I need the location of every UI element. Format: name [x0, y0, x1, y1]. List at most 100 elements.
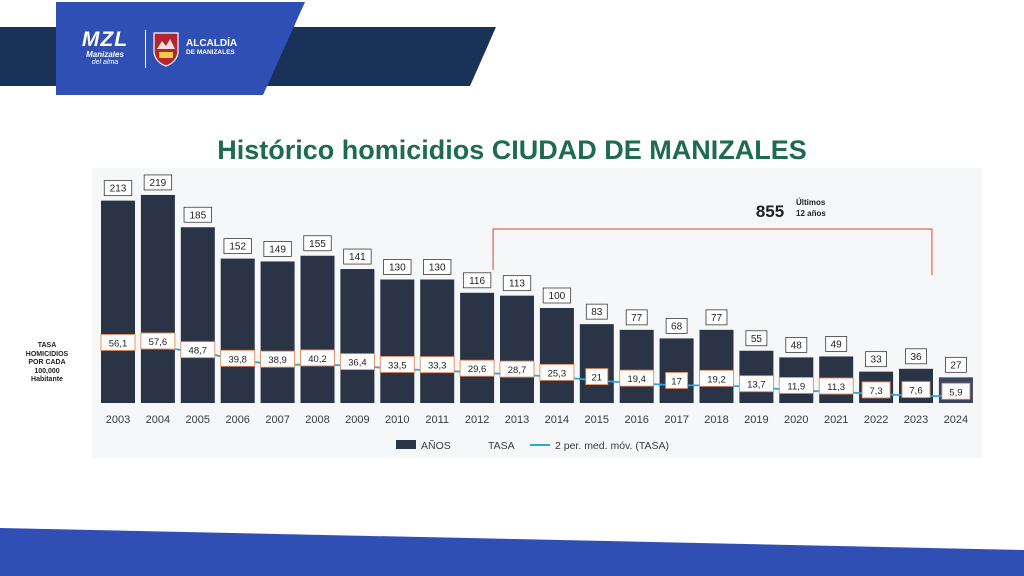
count-label-box [585, 303, 608, 320]
rate-label: 39,8 [228, 354, 247, 365]
count-label-box [303, 235, 332, 252]
mzl-logo-main: MZL [81, 28, 129, 51]
rate-label-box [699, 369, 734, 387]
x-tick-label: 2021 [824, 414, 848, 426]
count-label: 83 [591, 307, 603, 318]
count-label: 219 [150, 178, 167, 189]
footer-band [0, 528, 1024, 576]
rate-label: 33,3 [428, 361, 447, 372]
count-label-box [665, 317, 688, 334]
rate-label: 11,9 [787, 381, 805, 392]
count-label: 77 [631, 313, 643, 324]
count-label-box [745, 330, 768, 347]
rate-label-box [379, 355, 415, 373]
count-label: 77 [711, 313, 723, 324]
x-tick-label: 2009 [345, 414, 369, 426]
count-label-box [143, 174, 173, 191]
count-label: 27 [950, 360, 962, 371]
rate-label: 13,7 [747, 380, 766, 391]
legend-label: AÑOS [421, 439, 451, 452]
count-label: 48 [791, 340, 803, 351]
count-label-box [945, 356, 967, 373]
footer-blue-band [0, 528, 1024, 576]
annotation-text: 12 años [796, 209, 826, 218]
rate-label: 33,5 [388, 360, 407, 371]
rate-label-box [499, 360, 535, 378]
legend-label: TASA [488, 440, 515, 452]
x-tick-label: 2017 [664, 414, 688, 426]
rate-label-box [300, 349, 335, 367]
bar [699, 329, 734, 403]
count-label-box [383, 259, 412, 275]
x-tick-label: 2015 [585, 414, 609, 426]
rate-label: 56,1 [109, 338, 128, 349]
count-label: 130 [389, 263, 406, 274]
x-tick-label: 2013 [505, 414, 529, 426]
rate-label-box [260, 350, 296, 368]
annotation-bracket [492, 228, 933, 275]
x-tick-label: 2007 [265, 414, 289, 426]
bar [180, 227, 215, 403]
rate-label-box [941, 382, 971, 400]
rate-label: 7,3 [869, 386, 882, 397]
mzl-logo-tagline: del alma [91, 59, 119, 66]
legend: AÑOS TASA 2 per. med. móv. (TASA) [396, 439, 669, 452]
rate-label: 21 [592, 373, 603, 384]
slide-title: Histórico homicidios CIUDAD DE MANIZALES [217, 135, 807, 165]
rate-label: 19,4 [627, 374, 646, 385]
bar [539, 308, 574, 403]
count-label-box [625, 309, 648, 326]
count-label-box [785, 336, 808, 353]
header-banner [0, 2, 496, 95]
side-label-line: 100,000 [34, 367, 60, 375]
bar [260, 261, 295, 403]
count-label-box [865, 351, 887, 368]
rate-label: 11,3 [827, 382, 845, 393]
rate-label-box [901, 381, 931, 399]
rate-label: 5,9 [949, 387, 962, 398]
rate-label: 7,6 [909, 386, 922, 397]
rate-label-box [220, 349, 256, 367]
x-tick-label: 2022 [864, 414, 888, 426]
rate-label-box [778, 376, 814, 394]
count-label: 130 [429, 263, 446, 274]
count-label: 149 [269, 244, 286, 255]
x-tick-label: 2003 [106, 414, 130, 426]
side-label-line: TASA [37, 342, 57, 349]
rate-label-box [419, 356, 455, 374]
count-label-box [423, 259, 452, 275]
x-axis: 2003 2004 2005 2006 2007 2008 2009 2010 2011 2012… [106, 414, 968, 426]
rate-label: 57,6 [149, 337, 168, 348]
count-label-box [825, 336, 848, 352]
alcaldia-logo-text: ALCALDÍA DE MANIZALES [186, 38, 237, 57]
count-label: 100 [549, 291, 566, 302]
bar [380, 279, 415, 403]
side-label-line: HOMICIDIOS [25, 350, 69, 358]
count-label-box [263, 241, 292, 257]
x-tick-label: 2011 [425, 414, 449, 426]
x-tick-label: 2016 [624, 414, 648, 426]
count-label-box [705, 309, 728, 326]
rate-label: 48,7 [189, 346, 208, 357]
count-label: 116 [469, 276, 485, 287]
x-tick-label: 2024 [944, 414, 968, 426]
count-label: 68 [671, 321, 683, 332]
rate-label-box [539, 363, 575, 381]
bar [659, 338, 694, 403]
mzl-logo: MZL Manizales del alma [72, 28, 138, 67]
count-label-box [343, 248, 372, 265]
logo-divider [145, 30, 146, 68]
rate-label: 25,3 [548, 368, 567, 379]
rate-label-box [818, 377, 854, 395]
count-label-box [542, 287, 572, 304]
count-label: 49 [831, 339, 843, 350]
bar [500, 295, 534, 403]
bar [300, 255, 335, 403]
alcaldia-line1: ALCALDÍA [186, 38, 238, 49]
count-label-box [502, 275, 532, 292]
rate-label-box [180, 341, 216, 359]
rate-label: 36,4 [348, 358, 367, 369]
rate-label: 19,2 [707, 374, 726, 385]
x-tick-label: 2023 [904, 414, 928, 426]
